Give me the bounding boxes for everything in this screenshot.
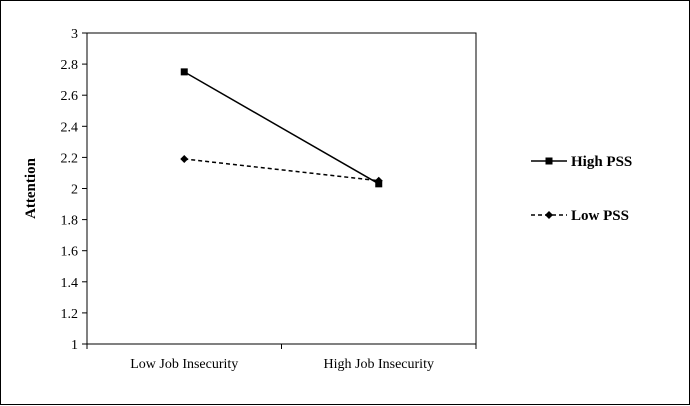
y-tick-label: 1.2 (61, 307, 79, 322)
y-tick-label: 1.4 (61, 276, 79, 291)
y-tick-label: 2 (71, 183, 78, 198)
y-tick-label: 2.8 (61, 58, 79, 73)
data-point (180, 154, 189, 163)
x-category-label: High Job Insecurity (324, 357, 434, 372)
legend-item: High PSS (531, 154, 632, 170)
legend-item: Low PSS (531, 208, 629, 224)
plot-area (86, 32, 477, 345)
legend-marker (545, 157, 553, 165)
series-high-pss (180, 68, 383, 188)
series-line (183, 71, 380, 185)
y-axis-label: Attention (23, 157, 39, 218)
y-tick-label: 1 (71, 338, 78, 353)
legend: High PSS Low PSS (531, 154, 632, 224)
legend-label: Low PSS (571, 208, 629, 224)
y-tick-label: 1.8 (61, 214, 79, 229)
x-category-label: Low Job Insecurity (130, 357, 238, 372)
legend-label: High PSS (571, 154, 632, 170)
series-low-pss (180, 154, 383, 185)
y-tick-label: 3 (71, 27, 78, 42)
y-tick-label: 2.4 (61, 120, 79, 135)
legend-marker (545, 211, 553, 219)
y-tick-label: 1.6 (61, 245, 79, 260)
y-tick-label: 2.2 (61, 151, 79, 166)
data-point (374, 176, 383, 185)
y-axis-ticks: 1 1.2 1.4 1.6 1.8 2 2.2 2.4 2.6 2.8 3 (61, 27, 87, 353)
series-layer (180, 68, 383, 188)
x-axis-categories: Low Job Insecurity High Job Insecurity (86, 344, 477, 372)
data-point (180, 68, 188, 76)
series-line (184, 158, 379, 182)
y-tick-label: 2.6 (61, 89, 79, 104)
